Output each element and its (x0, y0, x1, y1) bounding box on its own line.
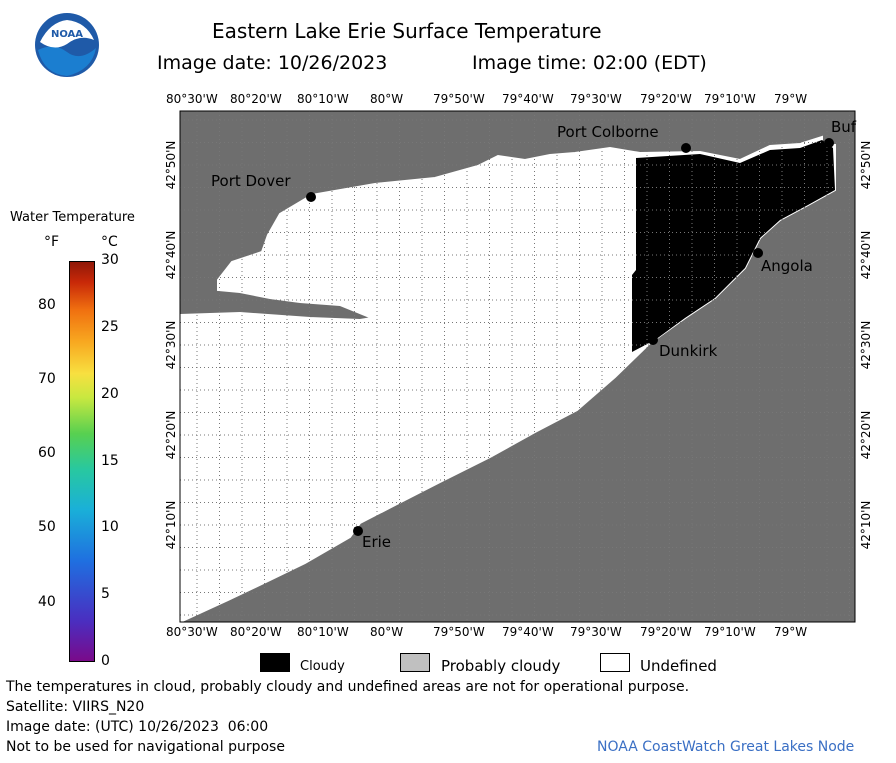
right-lat-label: 42°10'N (859, 500, 873, 550)
legend-undefined-label: Undefined (640, 657, 717, 675)
label-angola: Angola (761, 257, 813, 275)
top-lon-label: 79°40'W (502, 92, 554, 106)
bottom-lon-label: 80°30'W (166, 625, 218, 639)
colorbar-c-tick: 15 (101, 452, 119, 469)
colorbar-unit-f: °F (44, 234, 60, 250)
top-lon-label: 80°10'W (297, 92, 349, 106)
label-port-colborne: Port Colborne (557, 123, 659, 141)
colorbar-c-tick: 0 (101, 653, 110, 669)
right-lat-label: 42°20'N (859, 410, 873, 460)
top-lon-label: 79°W (774, 92, 808, 106)
top-lon-label: 80°20'W (230, 92, 282, 106)
left-lat-label: 42°40'N (164, 230, 178, 280)
right-lat-label: 42°40'N (859, 230, 873, 280)
left-lat-label: 42°50'N (164, 140, 178, 190)
bottom-lon-label: 79°40'W (502, 625, 554, 639)
colorbar-f-tick: 40 (38, 593, 56, 610)
top-lon-label: 79°30'W (570, 92, 622, 106)
bottom-lon-label: 79°50'W (433, 625, 485, 639)
bottom-lon-label: 79°W (774, 625, 808, 639)
bottom-lon-label: 80°10'W (297, 625, 349, 639)
noaa-logo: NOAA (34, 12, 100, 78)
footer-satellite: Satellite: VIIRS_N20 (6, 699, 145, 715)
top-lon-label: 80°W (370, 92, 404, 106)
colorbar-c-tick: 30 (101, 252, 119, 268)
colorbar-f-tick: 70 (38, 370, 56, 387)
label-buffalo: Buf (831, 118, 857, 136)
colorbar-f-tick: 50 (38, 519, 56, 536)
footer-disclaimer: The temperatures in cloud, probably clou… (6, 679, 690, 695)
bottom-lon-label: 79°30'W (570, 625, 622, 639)
label-port-dover: Port Dover (211, 172, 291, 190)
dunkirk-marker (648, 335, 658, 345)
colorbar-f-tick: 80 (38, 296, 56, 313)
legend-cloudy-swatch (260, 653, 290, 672)
bottom-lon-label: 79°20'W (640, 625, 692, 639)
bottom-lon-label: 80°20'W (230, 625, 282, 639)
legend-cloudy-label: Cloudy (300, 659, 345, 674)
noaa-logo-text: NOAA (51, 29, 83, 40)
bottom-lon-label: 80°W (370, 625, 404, 639)
image-time: Image time: 02:00 (EDT) (472, 52, 707, 74)
buffalo-marker (824, 138, 834, 148)
left-lat-label: 42°10'N (164, 500, 178, 550)
top-lon-label: 80°30'W (166, 92, 218, 106)
footer-credit: NOAA CoastWatch Great Lakes Node (597, 739, 855, 755)
top-lon-label: 79°20'W (640, 92, 692, 106)
port-colborne-marker (681, 143, 691, 153)
page-title: Eastern Lake Erie Surface Temperature (212, 19, 602, 43)
colorbar-c-tick: 5 (101, 586, 110, 603)
right-lat-label: 42°50'N (859, 140, 873, 190)
bottom-lon-label: 79°10'W (704, 625, 756, 639)
cloudy-area (632, 140, 835, 352)
colorbar-c-tick: 25 (101, 318, 119, 335)
port-dover-marker (306, 192, 316, 202)
angola-marker (753, 248, 763, 258)
footer-utc-date: Image date: (UTC) 10/26/2023 06:00 (6, 719, 269, 735)
label-dunkirk: Dunkirk (659, 342, 718, 360)
legend-undefined-swatch (600, 653, 630, 672)
erie-marker (353, 526, 363, 536)
label-erie: Erie (362, 533, 392, 551)
colorbar (69, 261, 95, 662)
footer-nav: Not to be used for navigational purpose (6, 739, 285, 755)
top-lon-label: 79°10'W (704, 92, 756, 106)
left-lat-label: 42°20'N (164, 410, 178, 460)
left-lat-label: 42°30'N (164, 320, 178, 370)
colorbar-unit-c: °C (101, 234, 118, 250)
image-date: Image date: 10/26/2023 (157, 52, 388, 74)
colorbar-f-tick: 60 (38, 445, 56, 462)
top-lon-label: 79°50'W (433, 92, 485, 106)
colorbar-c-tick: 20 (101, 385, 119, 402)
right-lat-label: 42°30'N (859, 320, 873, 370)
legend-probably-cloudy-label: Probably cloudy (441, 657, 561, 675)
colorbar-c-tick: 10 (101, 519, 119, 536)
colorbar-title: Water Temperature (10, 210, 135, 225)
legend-probably-cloudy-swatch (400, 653, 430, 672)
